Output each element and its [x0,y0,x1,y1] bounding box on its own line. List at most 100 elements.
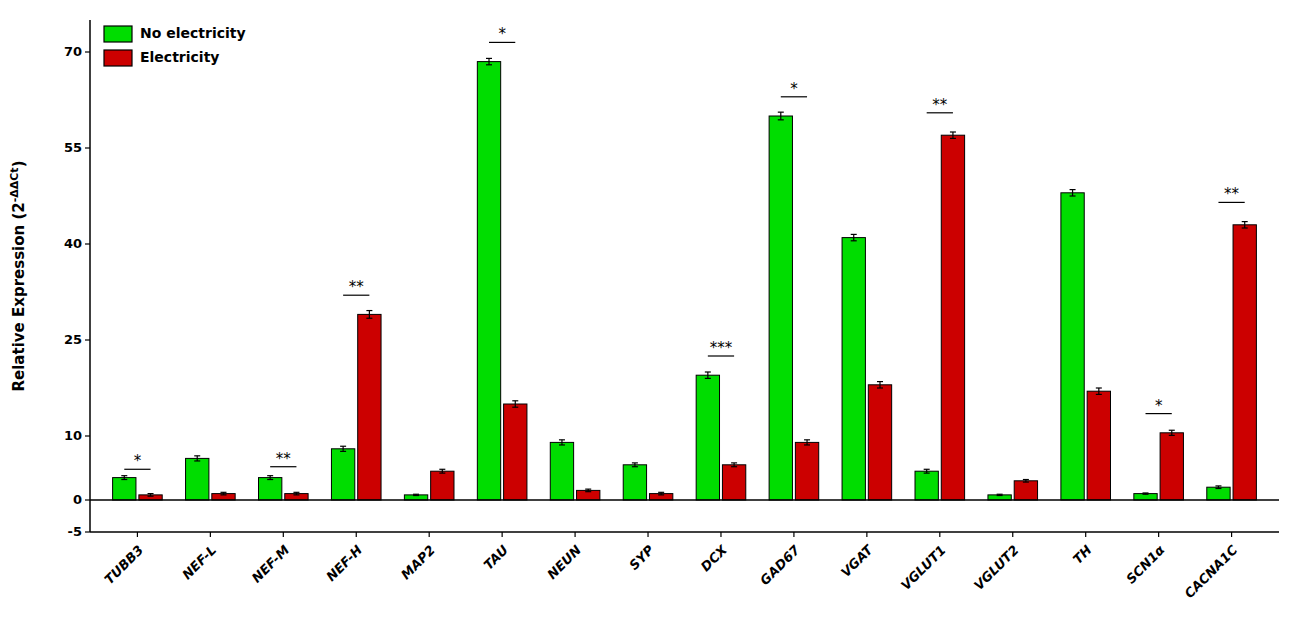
x-tick-label: NEUN [544,542,584,582]
error-cap [1169,430,1175,431]
significance-label: ** [276,450,292,468]
y-tick-label: 10 [64,428,82,443]
bar [212,494,235,500]
zero-line [90,499,1279,501]
significance-label: * [498,25,506,43]
error-bar [1215,486,1221,489]
error-bar [658,492,664,495]
error-bar [267,476,273,480]
error-cap [121,479,127,480]
legend: No electricityElectricity [104,25,246,66]
x-tick [1158,532,1159,537]
error-stem [488,58,489,64]
error-cap [512,407,518,408]
error-cap [439,473,445,474]
y-tick-label: 25 [64,332,82,347]
x-tick [210,532,211,537]
bar [113,478,136,500]
x-tick [502,532,503,537]
error-cap [148,493,154,494]
error-bar [148,494,154,497]
error-cap [413,494,419,495]
error-cap [997,495,1003,496]
error-bar [1143,493,1149,494]
error-bar [731,463,737,467]
error-cap [997,494,1003,495]
error-cap [366,310,372,311]
y-tick [85,339,90,340]
error-cap [1215,485,1221,486]
x-tick-label: SYP [626,542,657,573]
significance-label: * [790,80,798,98]
error-cap [121,475,127,476]
x-tick-label: TUBB3 [102,542,147,587]
significance-label: ** [349,278,365,296]
axes: -501025405570TUBB3NEF-LNEF-MNEF-HMAP2TAU… [64,20,1279,601]
bar [1233,225,1256,500]
significance-label: * [1155,397,1163,415]
bar [1160,433,1183,500]
error-bar [950,132,956,138]
error-cap [512,400,518,401]
bar [259,478,282,500]
x-tick [283,532,284,537]
error-cap [194,455,200,456]
error-cap [148,496,154,497]
bar [404,495,427,500]
error-bar [220,492,226,495]
x-tick-label: TAU [481,542,512,573]
error-cap [1023,481,1029,482]
error-bar [1242,222,1248,228]
x-tick [1231,532,1232,537]
error-stem [806,440,807,445]
error-cap [658,492,664,493]
error-cap [1096,387,1102,388]
error-cap [293,492,299,493]
error-cap [1023,479,1029,480]
error-bar [121,476,127,480]
error-bar [804,440,810,445]
error-bar [340,446,346,451]
x-tick-label: MAP2 [398,542,438,582]
x-tick [939,532,940,537]
error-cap [1070,195,1076,196]
significance-label: ** [1224,185,1240,203]
x-tick [574,532,575,537]
legend-label: No electricity [140,25,246,41]
error-stem [952,132,953,138]
error-cap [851,240,857,241]
y-tick [85,147,90,148]
error-cap [267,479,273,480]
error-stem [197,456,198,461]
error-cap [559,444,565,445]
y-tick [85,499,90,500]
y-tick [85,435,90,436]
error-bar [851,234,857,240]
error-cap [220,494,226,495]
x-tick [137,532,138,537]
x-tick-label: VGLUT1 [898,542,949,593]
legend-swatch [104,50,132,66]
bar [358,314,381,500]
error-bar [1169,430,1175,435]
error-bar [366,311,372,319]
x-tick [1085,532,1086,537]
error-cap [1143,494,1149,495]
x-tick-label: NEF-L [179,542,219,582]
error-stem [1244,222,1245,228]
error-cap [924,469,930,470]
bar [1207,487,1230,500]
bar [186,458,209,500]
error-stem [879,382,880,388]
error-stem [343,446,344,451]
bar [504,404,527,500]
bar [431,471,454,500]
bar [285,494,308,500]
error-stem [707,372,708,378]
error-cap [877,381,883,382]
error-bar [632,463,638,467]
y-tick [85,51,90,52]
x-tick [429,532,430,537]
bar [696,375,719,500]
x-tick [793,532,794,537]
